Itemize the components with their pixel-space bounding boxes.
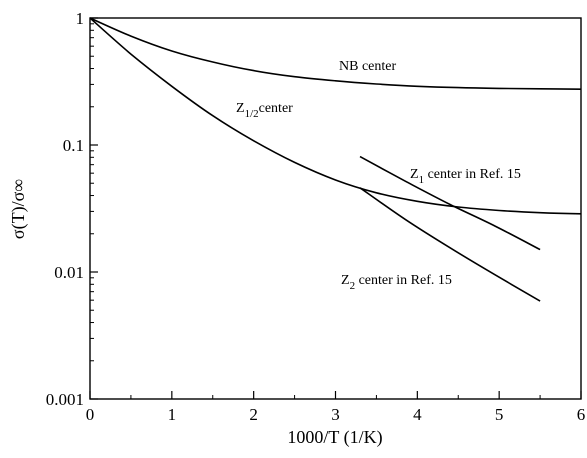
series-label-z2-center: Z2 center in Ref. 15 — [341, 273, 452, 292]
y-tick-label: 0.001 — [46, 390, 84, 409]
nb-center-line — [89, 17, 582, 90]
x-axis-label: 1000/T (1/K) — [287, 427, 382, 448]
x-tick-label: 1 — [168, 405, 177, 424]
z12-center-line — [89, 17, 582, 215]
y-axis-label: σ(T)/σ∞ — [8, 179, 29, 239]
y-tick-label: 1 — [76, 9, 85, 28]
series-lines — [89, 17, 582, 302]
series-label-nb-center: NB center — [339, 59, 396, 74]
x-tick-label: 3 — [331, 405, 340, 424]
z2-center-line — [359, 187, 541, 302]
y-tick-label: 0.1 — [63, 136, 84, 155]
x-tick-label: 6 — [577, 405, 586, 424]
x-tick-label: 2 — [249, 405, 258, 424]
y-tick-labels: 0.001 0.01 0.1 1 — [46, 9, 84, 409]
series-label-z12-center: Z1/2center — [236, 101, 293, 120]
series-label-z1-center: Z1 center in Ref. 15 — [410, 167, 521, 186]
z1-center-line — [359, 155, 541, 251]
plot-frame — [89, 17, 582, 400]
x-tick-label: 4 — [413, 405, 422, 424]
x-tick-label: 0 — [86, 405, 95, 424]
x-tick-labels: 0 1 2 3 4 5 6 — [86, 405, 586, 424]
ticks — [89, 17, 582, 400]
y-tick-label: 0.01 — [54, 263, 84, 282]
x-tick-label: 5 — [495, 405, 504, 424]
